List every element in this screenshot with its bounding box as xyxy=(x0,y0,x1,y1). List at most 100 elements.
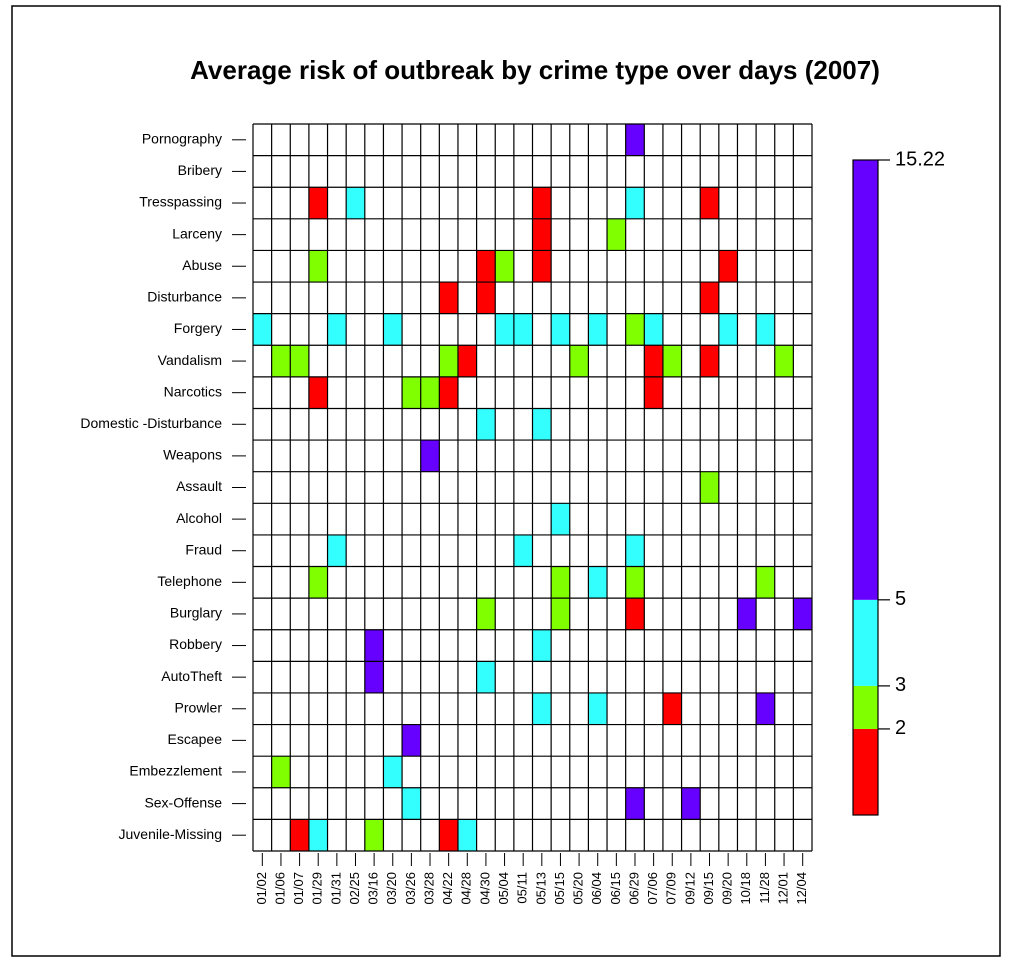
row-label: Forgery xyxy=(174,320,222,336)
cell xyxy=(308,819,328,851)
col-label: 05/20 xyxy=(571,872,586,905)
row-label: Sex-Offense xyxy=(144,794,222,810)
col-label: 06/04 xyxy=(589,872,604,905)
col-label: 12/01 xyxy=(775,872,790,905)
cell xyxy=(551,313,570,346)
col-label: 05/11 xyxy=(515,872,530,904)
cell xyxy=(718,250,738,283)
cell xyxy=(383,313,403,346)
col-label: 09/12 xyxy=(682,872,697,905)
cell xyxy=(625,124,645,156)
cell xyxy=(513,534,533,567)
cell xyxy=(644,313,663,346)
cell xyxy=(476,250,496,283)
cell xyxy=(551,503,570,535)
cell xyxy=(476,408,496,441)
row-label: Pornography xyxy=(142,131,222,147)
colorbar-segment xyxy=(853,599,878,686)
row-label: Embezzlement xyxy=(129,763,222,779)
cell xyxy=(271,756,291,788)
cell xyxy=(756,692,775,725)
colorbar-frame xyxy=(852,159,879,816)
cell xyxy=(253,313,272,346)
cell xyxy=(327,313,347,346)
cell xyxy=(457,819,477,851)
cell xyxy=(551,598,570,630)
cell xyxy=(495,250,514,283)
col-label: 04/22 xyxy=(440,872,455,905)
cell xyxy=(532,250,552,283)
row-label: Weapons xyxy=(163,447,222,463)
cell xyxy=(402,787,421,820)
col-label: 03/28 xyxy=(421,872,436,905)
cell xyxy=(644,376,663,409)
col-label: 07/09 xyxy=(664,872,679,905)
col-label: 12/04 xyxy=(794,872,809,905)
row-label: Telephone xyxy=(157,573,222,589)
col-label: 04/30 xyxy=(477,872,492,905)
cell xyxy=(271,345,291,377)
row-label: Larceny xyxy=(172,225,222,241)
col-label: 10/18 xyxy=(738,872,753,905)
row-label: Narcotics xyxy=(164,383,222,399)
cell xyxy=(476,598,496,630)
cell xyxy=(700,187,719,219)
cell xyxy=(532,692,552,725)
cell xyxy=(476,282,496,314)
col-label: 03/26 xyxy=(403,872,418,905)
row-label: Disturbance xyxy=(147,289,222,305)
cell xyxy=(290,819,309,851)
cell xyxy=(457,345,477,377)
col-label: 02/25 xyxy=(347,872,362,905)
row-label: Domestic -Disturbance xyxy=(80,415,222,431)
cell xyxy=(308,250,328,283)
cell xyxy=(569,345,589,377)
cell xyxy=(588,313,608,346)
cell xyxy=(420,440,440,472)
colorbar-segment xyxy=(853,728,878,815)
col-label: 05/15 xyxy=(552,872,567,905)
col-label: 03/16 xyxy=(366,872,381,905)
col-label: 06/29 xyxy=(626,872,641,905)
row-label: Assault xyxy=(176,478,222,494)
row-label: Alcohol xyxy=(176,510,222,526)
cell xyxy=(551,566,570,599)
col-label: 05/13 xyxy=(533,872,548,905)
col-label: 06/15 xyxy=(608,872,623,905)
row-label: Escapee xyxy=(168,731,223,747)
row-label: Prowler xyxy=(175,699,223,715)
cell xyxy=(700,471,719,504)
cell xyxy=(364,629,384,662)
cell xyxy=(327,534,347,567)
cell xyxy=(774,345,794,377)
cell xyxy=(625,534,645,567)
cell xyxy=(383,756,403,788)
cell xyxy=(644,345,663,377)
row-label: Bribery xyxy=(178,162,222,178)
cell xyxy=(532,187,552,219)
row-label: Robbery xyxy=(169,636,222,652)
cell xyxy=(756,313,775,346)
colorbar-segment xyxy=(853,685,878,729)
cell xyxy=(625,187,645,219)
cell xyxy=(625,566,645,599)
cell xyxy=(756,566,775,599)
col-label: 01/02 xyxy=(254,872,269,905)
colorbar-label: 5 xyxy=(895,588,906,610)
cell xyxy=(402,724,421,757)
cell xyxy=(420,376,440,409)
cell xyxy=(364,661,384,693)
colorbar-label: 15.22 xyxy=(895,148,945,170)
cell xyxy=(402,376,421,409)
cell xyxy=(625,598,645,630)
cell xyxy=(346,187,365,219)
cell xyxy=(588,566,608,599)
cell xyxy=(308,566,328,599)
row-label: Tresspassing xyxy=(139,194,222,210)
cell xyxy=(495,313,514,346)
cell xyxy=(793,598,812,630)
row-label: Vandalism xyxy=(158,352,222,368)
row-label: Burglary xyxy=(170,605,222,621)
cell xyxy=(625,313,645,346)
